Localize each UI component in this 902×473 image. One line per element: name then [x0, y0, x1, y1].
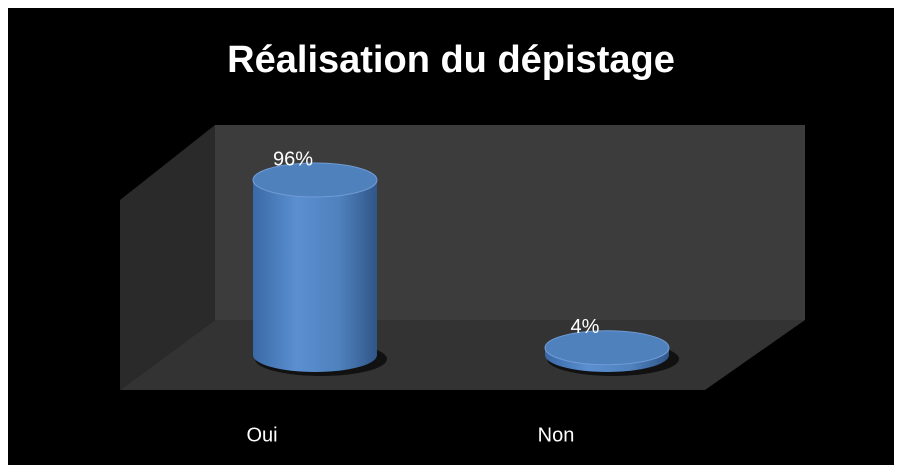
side-wall — [120, 125, 215, 390]
bar-top — [252, 162, 378, 198]
data-label: 4% — [571, 316, 600, 338]
chart-title: Réalisation du dépistage — [227, 39, 675, 81]
x-tick-label: Oui — [246, 424, 277, 446]
bar — [252, 162, 387, 376]
bar-top — [544, 330, 670, 366]
bar — [544, 330, 679, 376]
x-tick-label: Non — [538, 424, 575, 446]
data-label: 96% — [273, 148, 313, 170]
bar-body — [253, 180, 377, 372]
floor — [120, 320, 805, 390]
